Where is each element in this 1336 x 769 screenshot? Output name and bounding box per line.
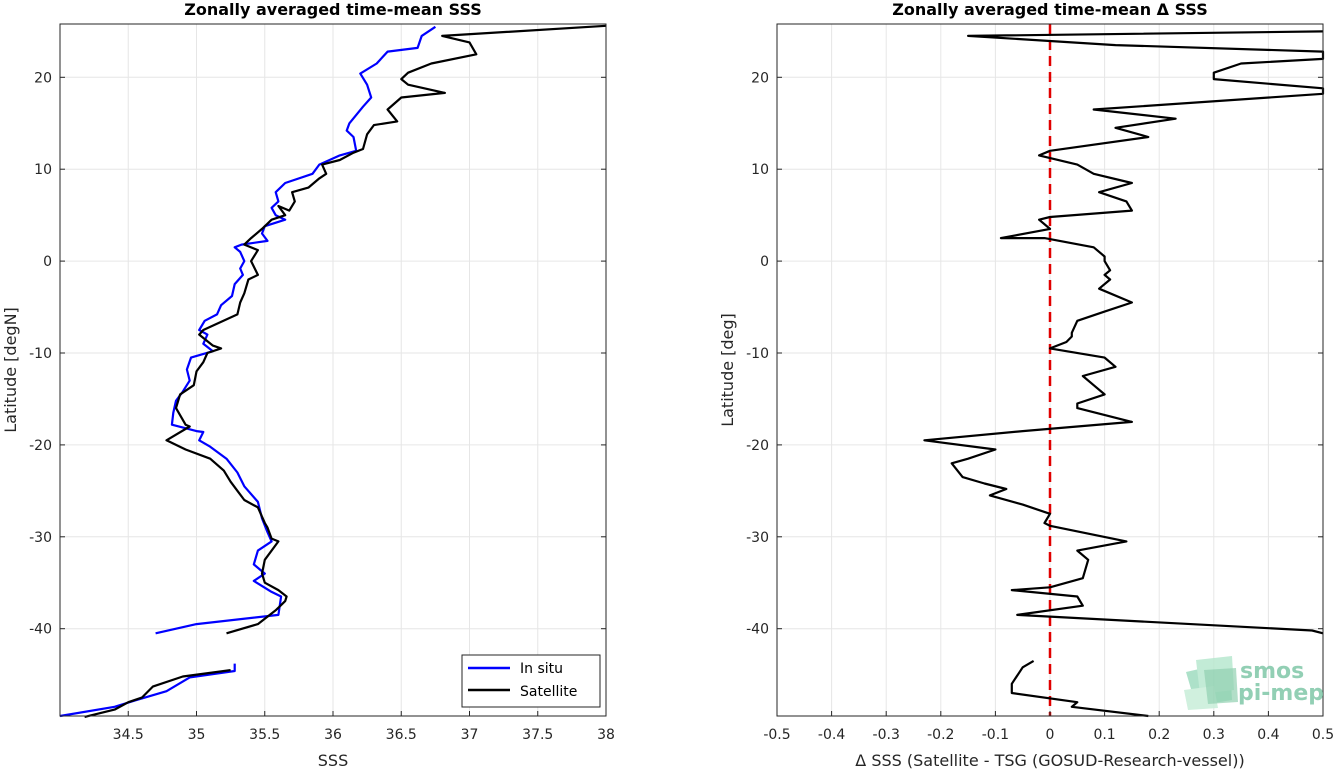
x-tick-label: 0.3 <box>1203 727 1225 743</box>
y-tick-label: -10 <box>746 346 769 362</box>
y-tick-label: -10 <box>29 346 52 362</box>
x-tick-label: 0 <box>1046 727 1055 743</box>
x-tick-label: 37 <box>461 727 479 743</box>
y-axis-label: Latitude [degN] <box>1 307 20 433</box>
x-tick-label: -0.4 <box>818 727 845 743</box>
y-tick-label: 10 <box>751 162 769 178</box>
x-tick-label: 35.5 <box>249 727 280 743</box>
chart-title: Zonally averaged time-mean Δ SSS <box>892 0 1208 19</box>
legend: In situ Satellite <box>461 654 601 708</box>
sss-profile-axes: 34.5 35 35.5 36 36.5 37 37.5 38 20 10 0 -10 -20 -30 -… <box>1 0 615 769</box>
chart-title: Zonally averaged time-mean SSS <box>184 0 482 19</box>
y-tick-label: -30 <box>29 530 52 546</box>
x-ticks: -0.5 -0.4 -0.3 -0.2 -0.1 0 0.1 0.2 0.3 0.4 0.5 <box>763 711 1334 743</box>
legend-box <box>461 654 601 708</box>
x-tick-label: -0.3 <box>873 727 900 743</box>
x-axis-label: SSS <box>318 751 348 769</box>
x-tick-label: 0.2 <box>1148 727 1170 743</box>
y-tick-label: -30 <box>746 530 769 546</box>
x-tick-label: 0.5 <box>1312 727 1334 743</box>
series-group <box>923 30 1325 718</box>
series-line-delta-sss-segment-0 <box>923 30 1325 635</box>
y-axis-label: Latitude [deg] <box>718 313 737 427</box>
series-line-in-situ-segment-1 <box>59 663 236 718</box>
y-tick-label: 10 <box>34 162 52 178</box>
y-tick-label: 0 <box>760 254 769 270</box>
x-tick-label: 0.4 <box>1257 727 1279 743</box>
x-tick-label: -0.2 <box>927 727 954 743</box>
x-axis-label: Δ SSS (Satellite - TSG (GOSUD-Research-v… <box>855 751 1244 769</box>
logo-text-line2: pi-mep <box>1238 681 1324 706</box>
series-line-delta-sss-segment-1 <box>1010 659 1149 718</box>
y-tick-label: 20 <box>751 70 769 86</box>
x-tick-label: 38 <box>597 727 615 743</box>
x-tick-label: 36.5 <box>386 727 417 743</box>
logo-text-line1: smos <box>1240 659 1304 684</box>
legend-label-satellite: Satellite <box>520 684 577 700</box>
smos-pimep-logo-icon <box>1184 656 1238 710</box>
y-tick-label: -20 <box>746 438 769 454</box>
smos-pimep-logo: smos pi-mep <box>1184 656 1324 710</box>
series-group <box>59 24 607 718</box>
y-ticks: 20 10 0 -10 -20 -30 -40 <box>746 70 1323 638</box>
x-tick-label: -0.1 <box>982 727 1009 743</box>
y-tick-label: -40 <box>746 622 769 638</box>
x-tick-label: 36 <box>324 727 342 743</box>
y-ticks: 20 10 0 -10 -20 -30 -40 <box>29 70 606 638</box>
x-tick-label: 37.5 <box>522 727 553 743</box>
y-tick-label: -20 <box>29 438 52 454</box>
x-tick-label: 35 <box>188 727 206 743</box>
y-tick-label: -40 <box>29 622 52 638</box>
delta-sss-axes: -0.5 -0.4 -0.3 -0.2 -0.1 0 0.1 0.2 0.3 0.4 0.5 20 1… <box>718 0 1334 769</box>
x-tick-label: 34.5 <box>113 727 144 743</box>
x-tick-label: -0.5 <box>763 727 790 743</box>
y-tick-label: 0 <box>43 254 52 270</box>
y-tick-label: 20 <box>34 70 52 86</box>
series-line-satellite-segment-1 <box>84 669 231 718</box>
series-line-satellite-segment-0 <box>165 24 607 635</box>
x-tick-label: 0.1 <box>1093 727 1115 743</box>
x-ticks: 34.5 35 35.5 36 36.5 37 37.5 38 <box>113 711 615 743</box>
legend-label-in-situ: In situ <box>520 661 563 677</box>
